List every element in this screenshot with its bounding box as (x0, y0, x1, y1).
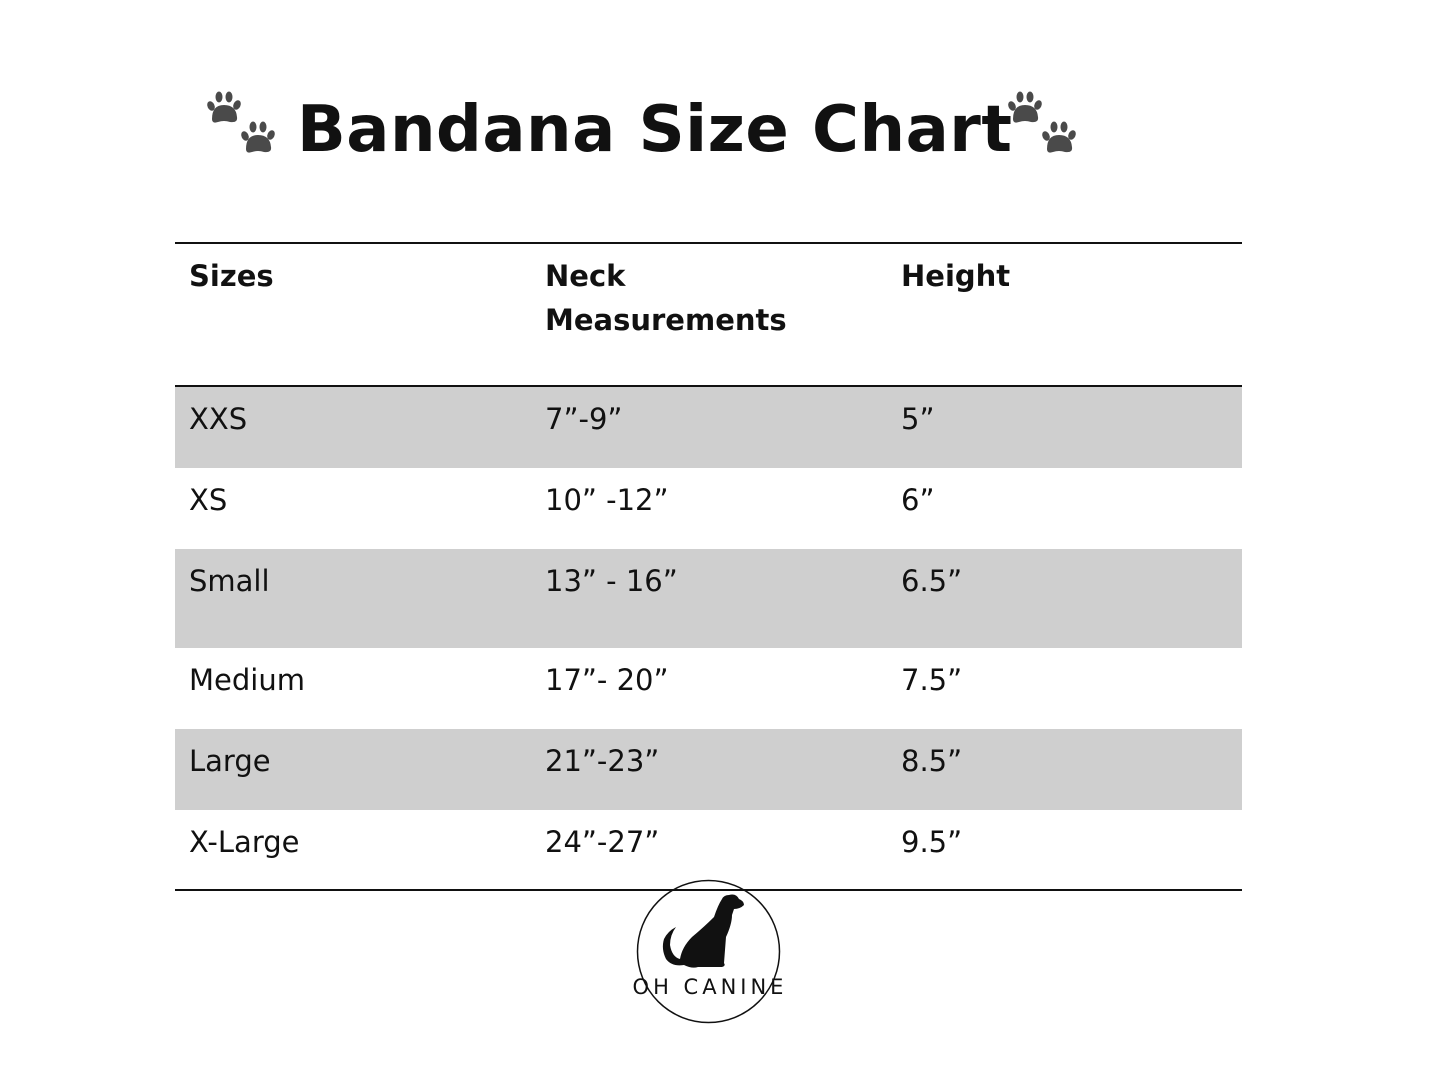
table-header: Sizes Neck Measurements Height (175, 244, 1242, 387)
title-row: Bandana Size Chart (0, 85, 1445, 175)
height-cell: 9.5” (901, 825, 963, 859)
size-cell: Medium (189, 663, 305, 697)
neck-cell: 17”- 20” (545, 663, 669, 697)
size-cell: XXS (189, 402, 248, 436)
page-title: Bandana Size Chart (297, 93, 1013, 167)
size-cell: Large (189, 744, 271, 778)
neck-cell: 21”-23” (545, 744, 660, 778)
size-cell: Small (189, 564, 270, 598)
size-cell: XS (189, 483, 228, 517)
height-cell: 5” (901, 402, 935, 436)
table-row: Small 13” - 16” 6.5” (175, 549, 1242, 648)
table-row: XS 10” -12” 6” (175, 468, 1242, 549)
height-cell: 7.5” (901, 663, 963, 697)
size-table: Sizes Neck Measurements Height XXS 7”-9”… (175, 242, 1242, 891)
table-row: Large 21”-23” 8.5” (175, 729, 1242, 810)
sitting-dog-icon (636, 879, 781, 1024)
table-row: Medium 17”- 20” 7.5” (175, 648, 1242, 729)
table-row: X-Large 24”-27” 9.5” (175, 810, 1242, 889)
paw-prints-icon (207, 91, 275, 153)
logo-text: OH CANINE (632, 975, 788, 999)
neck-cell: 24”-27” (545, 825, 660, 859)
height-cell: 6.5” (901, 564, 963, 598)
header-height: Height (901, 259, 1011, 293)
table-row: XXS 7”-9” 5” (175, 387, 1242, 468)
neck-cell: 10” -12” (545, 483, 669, 517)
header-neck-measurements: Neck Measurements (545, 259, 787, 337)
height-cell: 6” (901, 483, 935, 517)
neck-cell: 7”-9” (545, 402, 623, 436)
neck-cell: 13” - 16” (545, 564, 678, 598)
height-cell: 8.5” (901, 744, 963, 778)
header-sizes: Sizes (189, 259, 274, 293)
size-cell: X-Large (189, 825, 300, 859)
paw-prints-icon (1008, 91, 1076, 153)
